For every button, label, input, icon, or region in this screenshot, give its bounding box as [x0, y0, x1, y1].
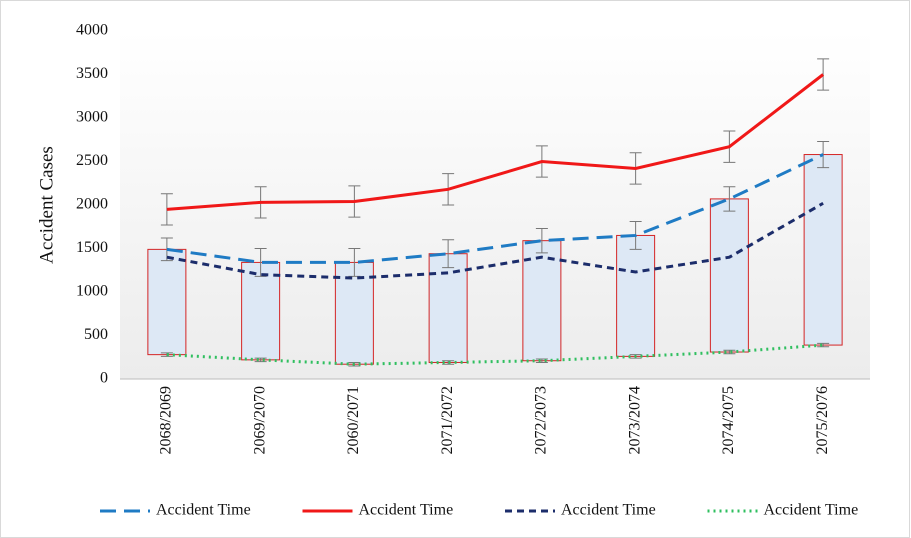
x-tick-label: 2060/2071 [345, 386, 362, 454]
error-bar [723, 349, 736, 355]
series-line [166, 343, 824, 366]
series-line [166, 201, 824, 280]
legend-label: Accident Time [156, 502, 251, 519]
series-line [166, 73, 825, 211]
x-tick-label: 2073/2074 [626, 386, 643, 454]
y-tick-label: 2000 [76, 196, 108, 213]
y-tick-label: 2500 [76, 152, 108, 169]
error-bar [817, 342, 830, 348]
y-tick-label: 500 [84, 326, 108, 343]
y-tick-label: 3500 [76, 65, 108, 82]
y-tick-label: 1500 [76, 239, 108, 256]
y-tick-label: 4000 [76, 22, 108, 39]
series-line [166, 153, 824, 264]
y-axis-label: Accident Cases [36, 146, 57, 264]
x-tick-label: 2074/2075 [720, 386, 737, 454]
y-tick-label: 3000 [76, 109, 108, 126]
error-bar [535, 358, 548, 363]
legend-label: Accident Time [561, 502, 656, 519]
legend-label: Accident Time [359, 502, 454, 519]
x-tick-label: 2075/2076 [814, 386, 831, 454]
legend-label: Accident Time [764, 502, 859, 519]
box [709, 198, 749, 353]
box [616, 234, 656, 357]
x-tick-label: 2072/2073 [533, 386, 550, 454]
x-tick-label: 2068/2069 [158, 386, 175, 454]
box [241, 261, 281, 361]
box [334, 261, 374, 365]
error-bar [723, 186, 736, 212]
error-bar [535, 227, 548, 254]
x-tick-label: 2071/2072 [439, 386, 456, 454]
error-bar [254, 357, 267, 363]
y-tick-label: 1000 [76, 283, 108, 300]
box [147, 248, 187, 356]
y-tick-label: 0 [100, 370, 108, 387]
x-tick-label: 2069/2070 [251, 386, 268, 454]
error-bar [254, 248, 267, 277]
box [428, 253, 468, 363]
box [803, 154, 843, 346]
error-bar [442, 360, 455, 365]
error-bar [348, 248, 361, 277]
error-bar [442, 239, 455, 269]
